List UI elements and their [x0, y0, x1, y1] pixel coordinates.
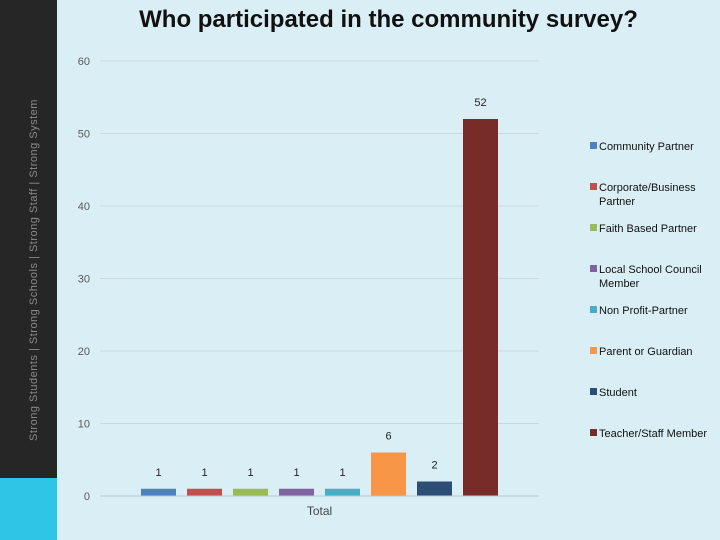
- data-label: 1: [339, 467, 345, 479]
- y-axis: 0 10 20 30 40 50 60: [78, 56, 90, 503]
- legend-label: Parent or Guardian: [599, 346, 693, 358]
- bar: [279, 488, 314, 496]
- sidebar: Strong Students | Strong Schools | Stron…: [0, 0, 57, 540]
- bar: [141, 488, 176, 496]
- bars: 1 1 1 1 1 6 2 52: [141, 97, 498, 496]
- legend-label: Corporate/Business Partner: [599, 182, 696, 208]
- y-tick-label: 40: [78, 201, 90, 213]
- data-label: 1: [247, 467, 253, 479]
- y-tick-label: 20: [78, 346, 90, 358]
- legend-label: Non Profit-Partner: [599, 305, 688, 317]
- legend-label: Community Partner: [599, 141, 694, 153]
- y-tick-label: 0: [84, 491, 90, 503]
- data-label: 6: [385, 431, 391, 443]
- legend-swatch: [590, 429, 597, 436]
- chart-title: Who participated in the community survey…: [139, 6, 638, 33]
- legend-label: Teacher/Staff Member: [599, 428, 707, 440]
- bar: [463, 119, 498, 496]
- y-tick-label: 10: [78, 419, 90, 431]
- legend-label: Faith Based Partner: [599, 223, 697, 235]
- y-tick-label: 60: [78, 56, 90, 68]
- x-axis: Total: [100, 495, 539, 518]
- legend-swatch: [590, 224, 597, 231]
- data-label: 1: [293, 467, 299, 479]
- bar: [233, 488, 268, 496]
- sidebar-tagline: Strong Students | Strong Schools | Stron…: [28, 99, 40, 441]
- bar-chart: 0 10 20 30 40 50 60 1 1 1 1 1 6 2 52 Total Community …: [78, 56, 708, 518]
- legend: Community Partner Corporate/Business Partn…: [590, 141, 707, 440]
- data-label: 2: [431, 460, 437, 472]
- y-tick-label: 30: [78, 274, 90, 286]
- legend-swatch: [590, 265, 597, 272]
- sidebar-accent-block: [0, 478, 57, 540]
- legend-swatch: [590, 306, 597, 313]
- legend-swatch: [590, 347, 597, 354]
- legend-swatch: [590, 142, 597, 149]
- data-label: 1: [155, 467, 161, 479]
- legend-label: Student: [599, 387, 637, 399]
- x-category-label: Total: [307, 504, 332, 518]
- legend-label: Local School Council Member: [599, 264, 702, 290]
- legend-swatch: [590, 388, 597, 395]
- y-tick-label: 50: [78, 129, 90, 141]
- bar: [187, 488, 222, 496]
- data-label: 1: [201, 467, 207, 479]
- legend-swatch: [590, 183, 597, 190]
- bar: [417, 481, 452, 496]
- data-label: 52: [474, 97, 486, 109]
- bar: [325, 488, 360, 496]
- bar: [371, 452, 406, 496]
